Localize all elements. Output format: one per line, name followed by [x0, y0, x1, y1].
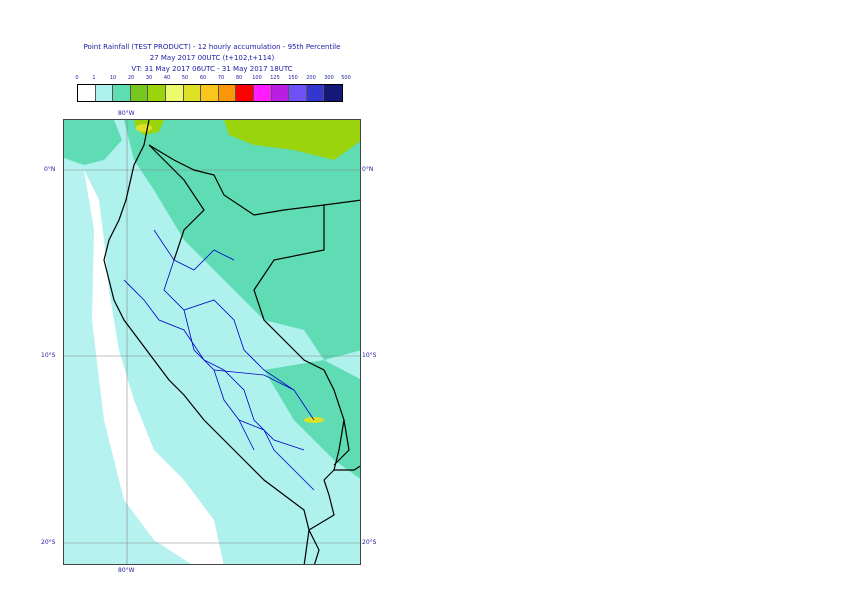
- legend-label: 30: [145, 75, 153, 81]
- legend-swatch: [306, 85, 325, 101]
- country-border: [334, 465, 360, 471]
- legend-swatch: [78, 85, 96, 101]
- lat-label-right: 10°S: [362, 352, 377, 359]
- regional-borders: [123, 229, 315, 491]
- country-borders: [103, 120, 360, 564]
- legend-label: 150: [288, 75, 298, 81]
- legend-label: 1: [92, 75, 96, 81]
- region-border: [238, 419, 315, 491]
- coastline: [103, 120, 310, 564]
- country-border: [308, 529, 320, 564]
- country-border: [253, 205, 345, 481]
- legend-swatch: [289, 85, 307, 101]
- lon-label-top: 80°W: [118, 110, 135, 117]
- lat-label-left: 0°N: [44, 166, 56, 173]
- legend-label: 40: [163, 75, 171, 81]
- legend-labels: 0 1 10 20 30 40 50 60 70 80 100 125 150 …: [68, 75, 358, 83]
- legend-label: 20: [127, 75, 135, 81]
- legend-swatch: [324, 85, 342, 101]
- shade-medium: [124, 120, 360, 360]
- legend-label: 300: [324, 75, 334, 81]
- legend-swatch: [236, 85, 254, 101]
- rainfall-map: [64, 120, 360, 564]
- shade-light: [64, 160, 191, 564]
- shade-green: [224, 120, 360, 160]
- title-line-1: Point Rainfall (TEST PRODUCT) - 12 hourl…: [83, 43, 341, 51]
- lat-label-left: 10°S: [41, 352, 56, 359]
- title-line-3: VT: 31 May 2017 06UTC - 31 May 2017 18UT…: [131, 65, 293, 73]
- legend-swatch: [271, 85, 290, 101]
- legend-swatch: [183, 85, 202, 101]
- country-border: [148, 144, 360, 216]
- legend-swatch: [148, 85, 166, 101]
- shade-yellow: [136, 124, 152, 132]
- legend-swatch: [218, 85, 237, 101]
- legend-label: 70: [217, 75, 225, 81]
- legend-swatch: [201, 85, 219, 101]
- legend-label: 10: [109, 75, 117, 81]
- legend-swatch: [253, 85, 272, 101]
- legend-color-bar: [77, 84, 343, 102]
- legend-label: 200: [306, 75, 316, 81]
- map-frame[interactable]: [63, 119, 361, 565]
- legend-label: 80: [235, 75, 243, 81]
- country-border: [148, 144, 205, 261]
- region-border: [213, 369, 295, 391]
- region-border: [153, 229, 315, 421]
- title-line-2: 27 May 2017 00UTC (t+102,t+114): [149, 54, 275, 62]
- legend-swatch: [165, 85, 184, 101]
- legend-swatch: [130, 85, 149, 101]
- lon-label-bottom: 80°W: [118, 567, 135, 574]
- legend-label: 100: [252, 75, 262, 81]
- lat-label-right: 0°N: [362, 166, 374, 173]
- rainfall-shading: [64, 120, 360, 564]
- legend-label: 500: [341, 75, 351, 81]
- country-border: [333, 419, 350, 466]
- legend-swatch: [113, 85, 131, 101]
- shade-medium: [64, 120, 122, 165]
- legend-label: 0: [75, 75, 79, 81]
- legend-label: 60: [199, 75, 207, 81]
- lat-label-right: 20°S: [362, 539, 377, 546]
- region-border: [173, 249, 235, 271]
- legend-label: 50: [181, 75, 189, 81]
- region-border: [183, 309, 255, 451]
- lat-label-left: 20°S: [41, 539, 56, 546]
- legend-label: 125: [270, 75, 280, 81]
- country-border: [308, 479, 335, 531]
- legend-swatch: [95, 85, 114, 101]
